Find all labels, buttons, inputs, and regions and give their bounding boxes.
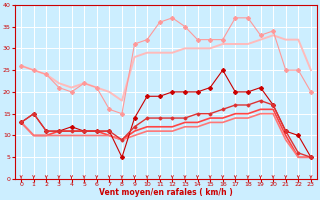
X-axis label: Vent moyen/en rafales ( km/h ): Vent moyen/en rafales ( km/h ) xyxy=(99,188,233,197)
